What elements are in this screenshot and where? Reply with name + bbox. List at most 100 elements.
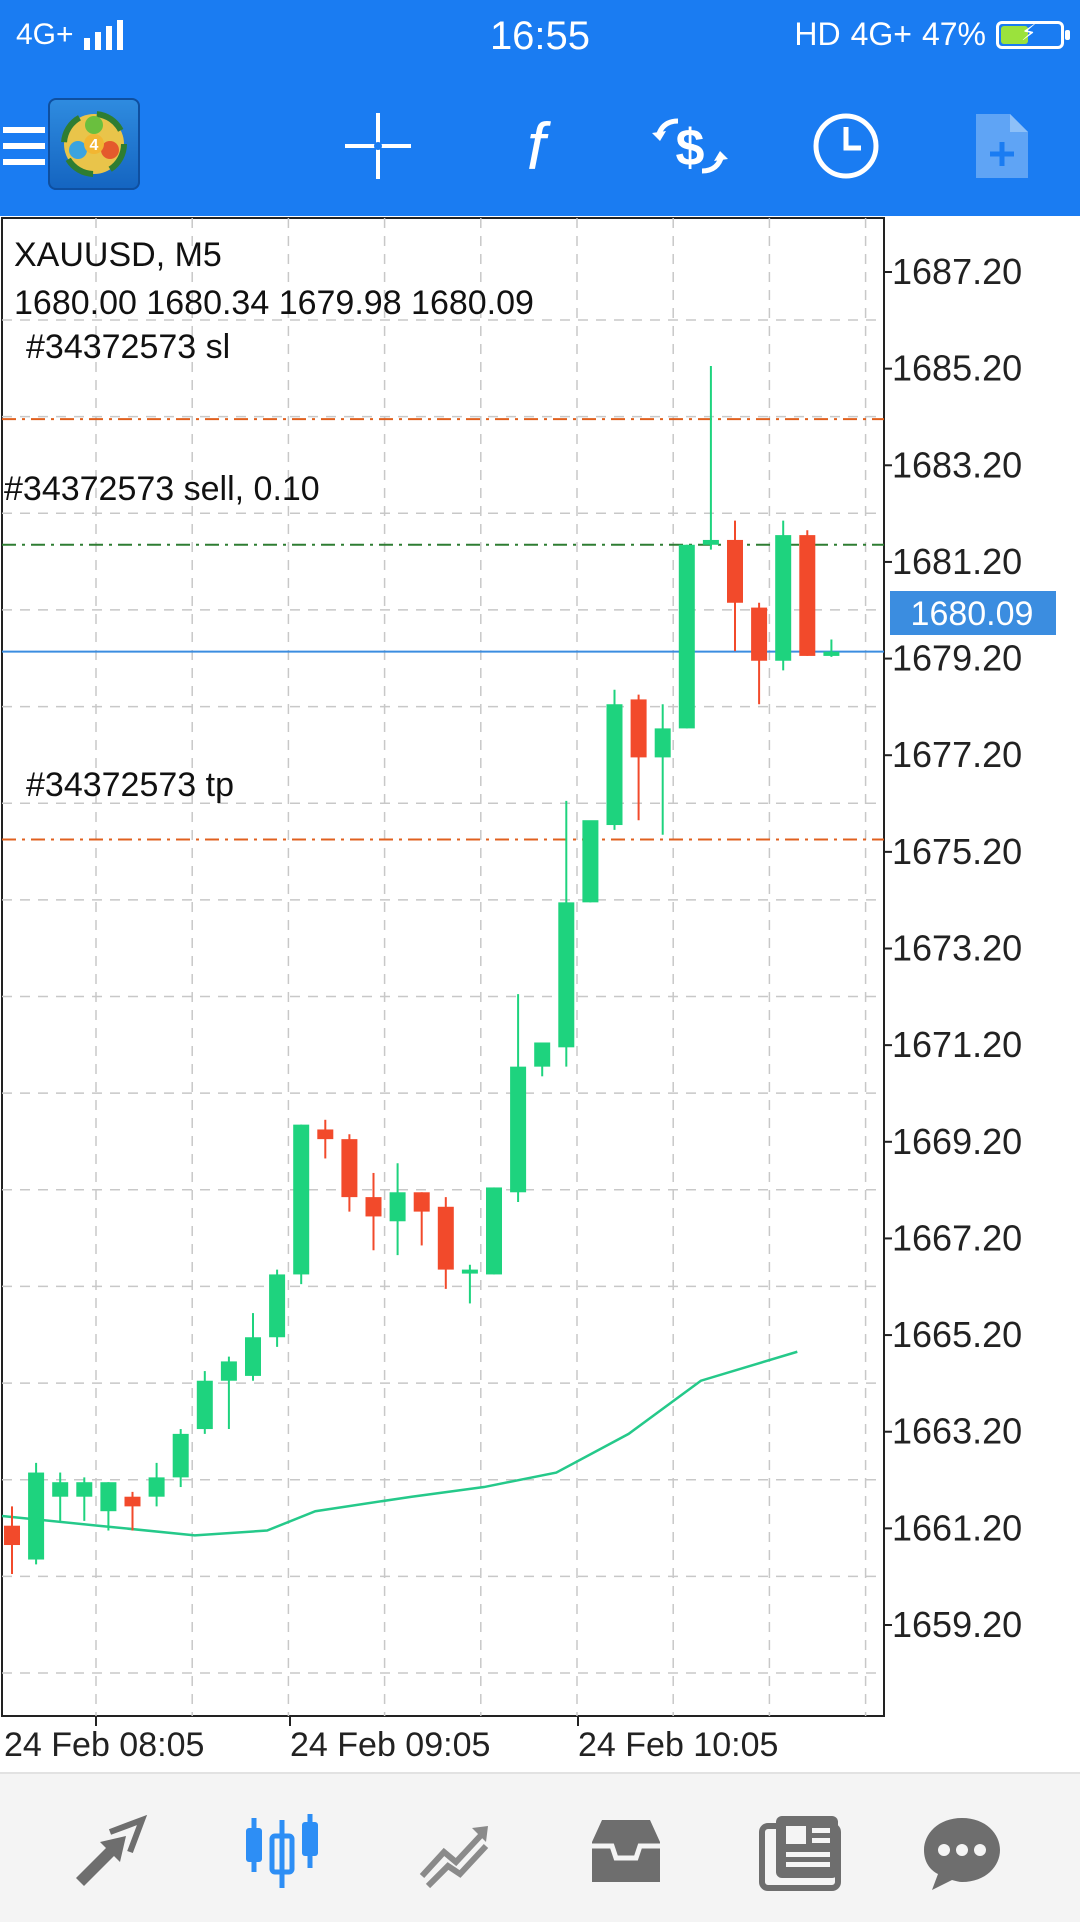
- price-axis: 1687.20 1685.20 1683.20 1681.20 1679.20 1677.…: [884, 251, 1022, 1645]
- candle: [52, 1472, 69, 1521]
- network-type: 4G+: [16, 18, 74, 51]
- candle-body: [293, 1124, 310, 1275]
- candle: [606, 689, 623, 830]
- candle-body: [582, 820, 599, 903]
- status-right: HD 4G+ 47% ⚡: [794, 16, 1070, 53]
- candle-body: [654, 728, 671, 758]
- candle: [654, 704, 671, 835]
- candle-body: [148, 1477, 165, 1497]
- sl-label: #34372573 sl: [26, 328, 230, 366]
- time-tick-label: 24 Feb 08:05: [4, 1726, 204, 1764]
- candle-body: [678, 544, 695, 729]
- metatrader-logo-icon: 4: [61, 111, 127, 177]
- candle: [341, 1134, 358, 1212]
- timeframe-icon[interactable]: [804, 104, 888, 188]
- candle: [678, 544, 695, 729]
- price-tick-label: 1681.20: [892, 541, 1022, 582]
- app-logo[interactable]: 4: [48, 98, 140, 190]
- candle-body: [341, 1139, 358, 1198]
- candle-body: [365, 1197, 382, 1217]
- indicators-icon[interactable]: f: [494, 104, 578, 188]
- candle: [389, 1163, 406, 1256]
- candle-body: [702, 539, 719, 545]
- candle-body: [317, 1129, 334, 1140]
- candle: [534, 1042, 551, 1077]
- chart-grid: [1, 217, 885, 1717]
- candle-body: [461, 1269, 478, 1274]
- candle: [582, 820, 599, 903]
- price-chart[interactable]: 1687.20 1685.20 1683.20 1681.20 1679.20 1677.…: [0, 216, 1080, 1768]
- moving-average-line: [1, 1350, 798, 1537]
- candle: [28, 1462, 45, 1565]
- plot-border: [1, 217, 885, 1717]
- candle: [630, 694, 647, 821]
- network-indicator: 4G+: [16, 18, 126, 52]
- add-template-icon[interactable]: [960, 104, 1044, 188]
- quotes-icon[interactable]: [62, 1804, 158, 1900]
- crosshair-icon[interactable]: [336, 104, 420, 188]
- chart-icon[interactable]: [234, 1804, 330, 1900]
- symbol-label: XAUUSD, M5: [14, 236, 222, 274]
- price-tick-label: 1683.20: [892, 444, 1022, 485]
- moving-average-path: [1, 1350, 798, 1537]
- candle: [172, 1429, 189, 1488]
- chat-icon[interactable]: [914, 1804, 1010, 1900]
- candle-body: [534, 1042, 551, 1067]
- price-tick-label: 1679.20: [892, 638, 1022, 679]
- price-tick-label: 1677.20: [892, 734, 1022, 775]
- candle-body: [823, 651, 840, 656]
- trade-icon[interactable]: $: [648, 104, 732, 188]
- candle-body: [437, 1206, 454, 1270]
- candle: [702, 365, 719, 550]
- candle: [799, 530, 816, 656]
- candle-body: [220, 1361, 237, 1381]
- price-tick-label: 1669.20: [892, 1121, 1022, 1162]
- price-tick-label: 1687.20: [892, 251, 1022, 292]
- news-icon[interactable]: [752, 1804, 848, 1900]
- candle: [317, 1119, 334, 1159]
- candle: [461, 1264, 478, 1304]
- candle-body: [52, 1482, 69, 1497]
- candle-body: [100, 1482, 117, 1512]
- menu-icon[interactable]: [0, 104, 70, 188]
- candle: [413, 1192, 430, 1246]
- bottom-navigation: [0, 1772, 1080, 1922]
- chart-canvas[interactable]: 1687.20 1685.20 1683.20 1681.20 1679.20 1677.…: [0, 216, 1080, 1768]
- candle: [365, 1172, 382, 1251]
- price-tick-label: 1675.20: [892, 831, 1022, 872]
- tp-label: #34372573 tp: [26, 766, 234, 804]
- candle-body: [269, 1274, 286, 1338]
- candle: [76, 1477, 93, 1521]
- candle-body: [196, 1380, 213, 1430]
- history-icon[interactable]: [578, 1804, 674, 1900]
- price-tick-label: 1659.20: [892, 1604, 1022, 1645]
- order-levels: [2, 418, 884, 841]
- candle: [558, 800, 575, 1067]
- chart-toolbar: 4 f $: [0, 76, 1080, 216]
- svg-text:4: 4: [90, 137, 99, 154]
- candle-body: [245, 1337, 261, 1376]
- candle-body: [124, 1496, 141, 1507]
- signal-icon: [83, 20, 123, 50]
- battery-fill: [1001, 25, 1029, 44]
- candle: [196, 1371, 213, 1434]
- candle: [437, 1197, 454, 1289]
- battery-icon: ⚡: [996, 20, 1070, 49]
- price-tick-label: 1661.20: [892, 1507, 1022, 1548]
- candle-body: [510, 1066, 527, 1193]
- candle: [100, 1482, 117, 1531]
- candle: [269, 1269, 286, 1347]
- candle-body: [727, 539, 743, 603]
- candle: [510, 994, 527, 1202]
- trade-nav-icon[interactable]: [406, 1804, 502, 1900]
- candle-body: [799, 535, 816, 656]
- candle-body: [28, 1472, 45, 1560]
- svg-text:f: f: [527, 111, 552, 181]
- candle: [727, 520, 743, 652]
- time-tick-label: 24 Feb 10:05: [578, 1726, 778, 1764]
- candle-body: [751, 607, 768, 661]
- battery-percent: 47%: [921, 16, 986, 52]
- price-tick-label: 1665.20: [892, 1314, 1022, 1355]
- price-tick-label: 1685.20: [892, 348, 1022, 389]
- candle: [220, 1356, 237, 1430]
